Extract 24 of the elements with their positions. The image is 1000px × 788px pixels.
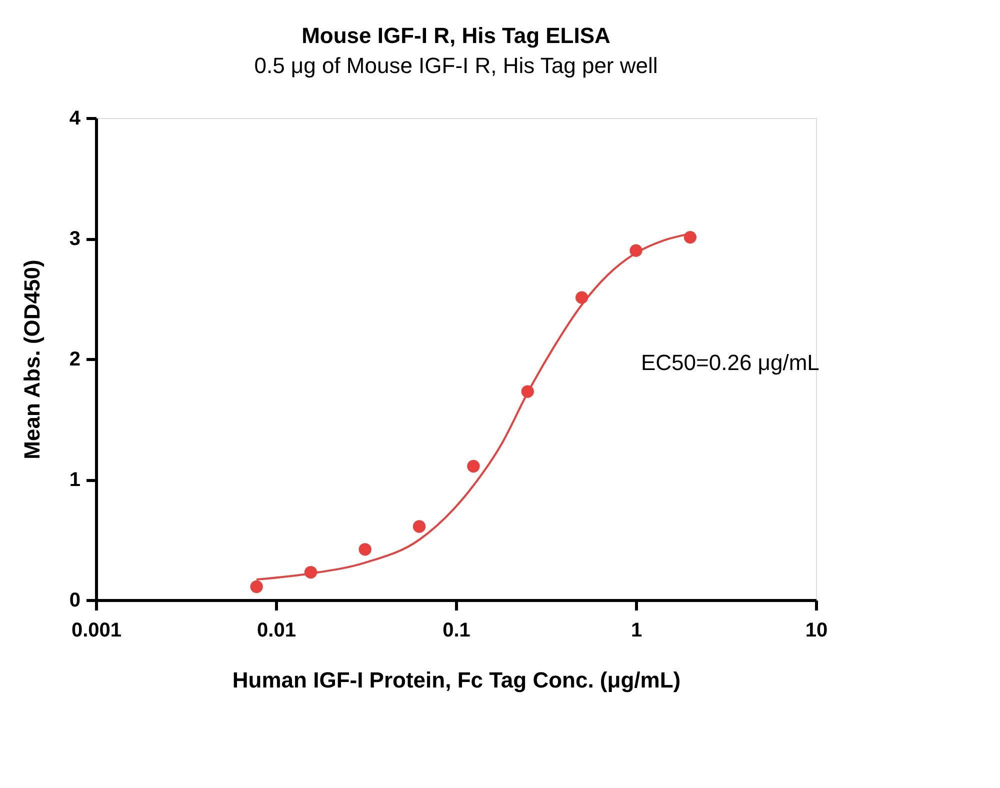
point [521, 385, 534, 398]
x-tick-label: 0.1 [442, 620, 470, 642]
chart-subtitle: 0.5 μg of Mouse IGF-I R, His Tag per well [254, 53, 658, 78]
y-tick-label: 0 [69, 590, 80, 612]
point [575, 291, 588, 304]
x-axis-title: Human IGF-I Protein, Fc Tag Conc. (μg/mL) [232, 668, 681, 692]
point [412, 520, 426, 533]
point [467, 460, 480, 473]
chart-title: Mouse IGF-I R, His Tag ELISA [302, 23, 611, 48]
point [250, 580, 263, 594]
y-tick-label: 1 [69, 469, 80, 491]
annotation: EC50=0.26 μg/mL [641, 350, 820, 375]
point [684, 230, 697, 244]
y-tick-label: 3 [69, 228, 80, 250]
point [358, 543, 372, 556]
x-tick-label: 10 [805, 620, 828, 642]
point [304, 566, 318, 579]
x-tick-label: 1 [630, 620, 642, 642]
x-tick-label: 0.001 [71, 620, 122, 642]
y-axis-title: Mean Abs. (OD450) [19, 260, 44, 460]
x-tick-label: 0.01 [257, 620, 296, 642]
point [630, 244, 642, 257]
y-tick-label: 2 [69, 348, 80, 370]
y-tick-label: 4 [69, 108, 82, 130]
